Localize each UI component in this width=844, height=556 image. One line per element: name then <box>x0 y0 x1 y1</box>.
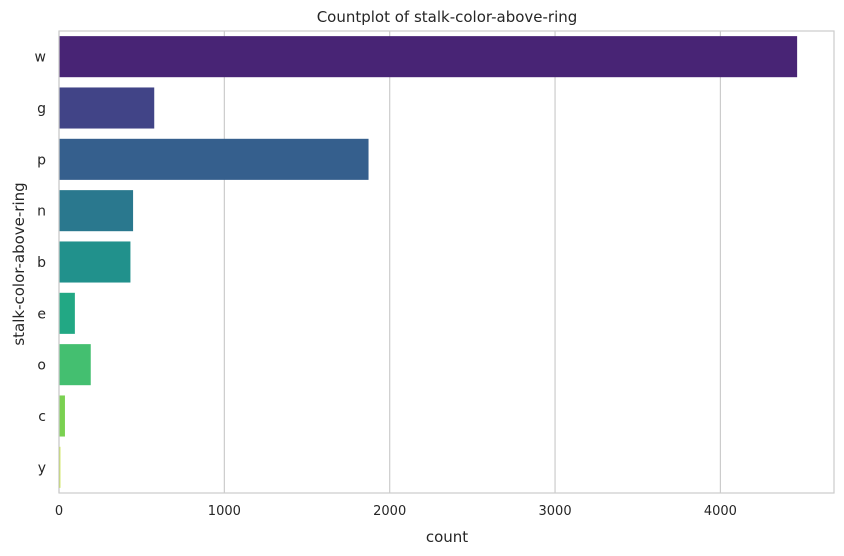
x-tick-label: 1000 <box>208 504 241 519</box>
bar-w <box>59 36 798 78</box>
bar-p <box>59 138 369 180</box>
y-tick-label: o <box>37 358 46 374</box>
bar-y <box>59 446 61 488</box>
y-tick-label: c <box>38 409 46 425</box>
bar-e <box>59 292 75 334</box>
x-tick-labels: 0 1000 2000 3000 4000 <box>55 504 737 519</box>
x-tick-label: 4000 <box>704 504 737 519</box>
y-tick-label: g <box>37 101 46 117</box>
chart-title: Countplot of stalk-color-above-ring <box>317 8 578 26</box>
y-tick-labels: w g p n b e o c y <box>35 50 47 477</box>
y-tick-label: y <box>38 460 46 476</box>
x-tick-label: 3000 <box>539 504 572 519</box>
x-axis-label: count <box>426 528 468 546</box>
y-tick-label: n <box>37 204 46 220</box>
bar-b <box>59 241 131 283</box>
plot-frame <box>58 30 835 494</box>
x-tick-label: 2000 <box>373 504 406 519</box>
y-axis-label: stalk-color-above-ring <box>10 182 28 345</box>
bars <box>59 36 798 488</box>
y-tick-label: w <box>35 50 46 66</box>
y-tick-label: p <box>37 152 46 168</box>
bar-g <box>59 87 155 129</box>
x-tick-label: 0 <box>55 504 63 519</box>
bar-n <box>59 190 134 232</box>
bar-c <box>59 395 65 437</box>
y-tick-label: b <box>37 255 46 271</box>
y-tick-label: e <box>37 306 46 322</box>
bar-o <box>59 344 91 386</box>
grid-lines <box>58 31 722 493</box>
